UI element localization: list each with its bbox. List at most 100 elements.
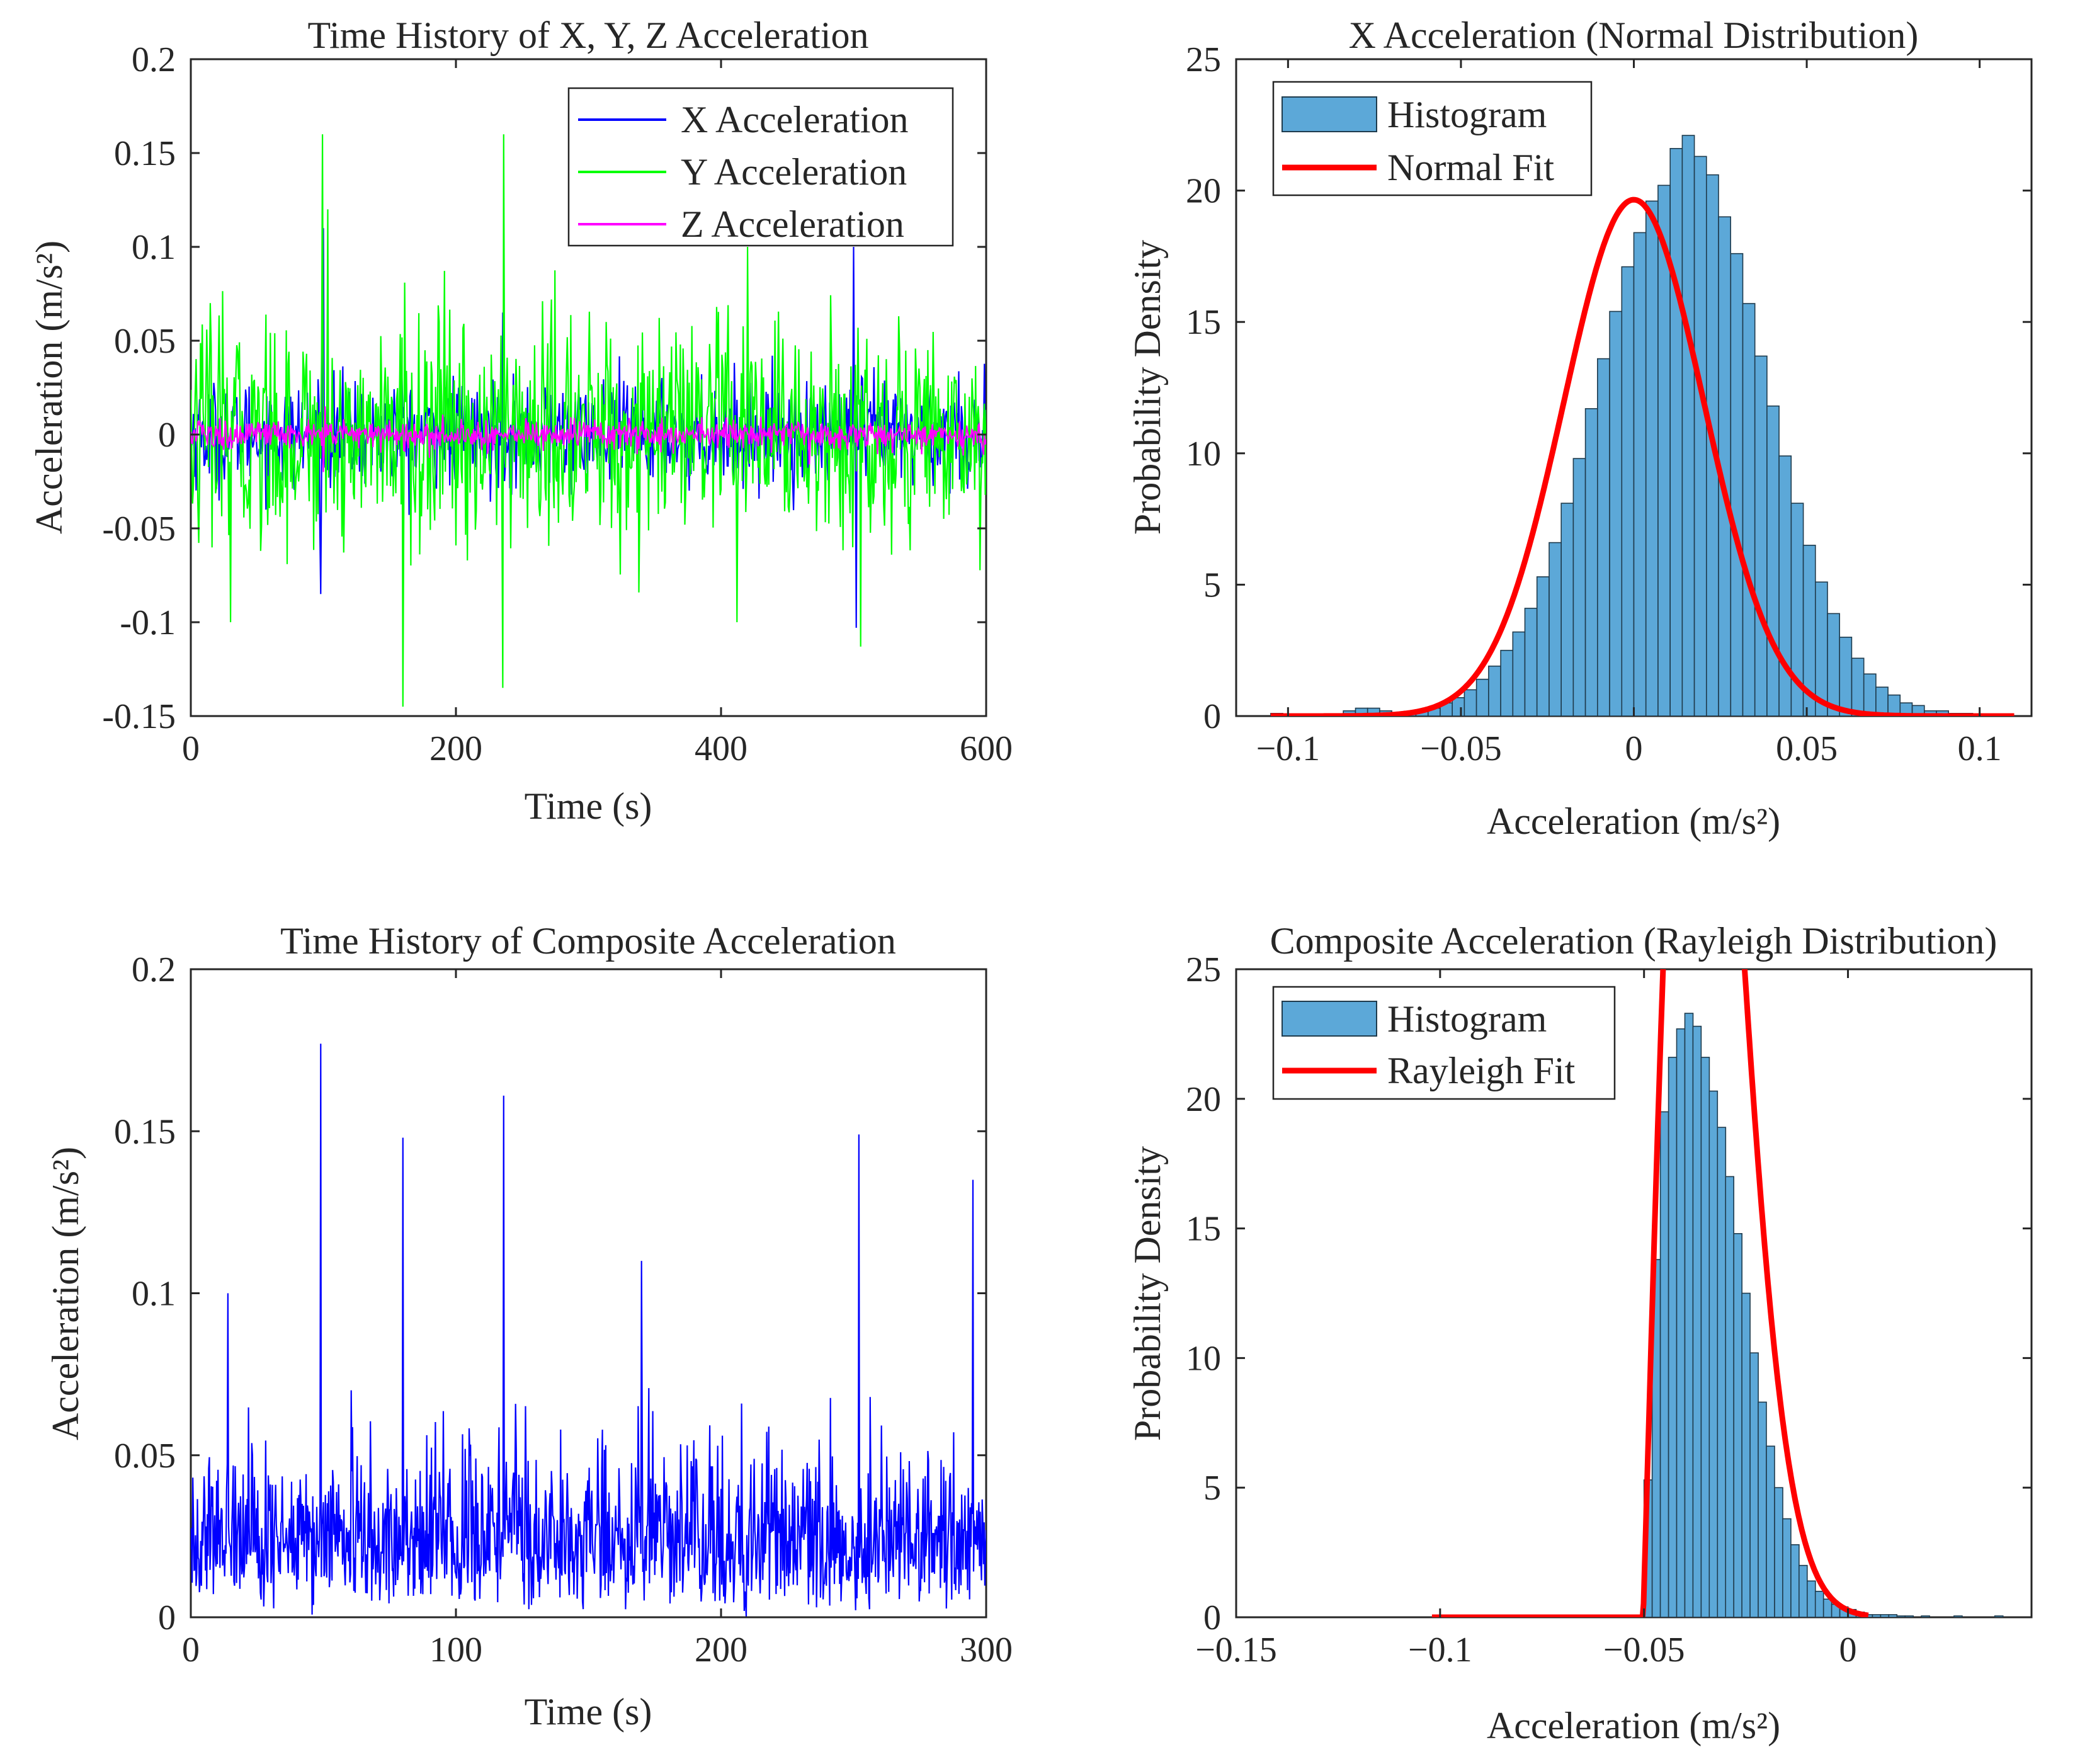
y-tick-label: -0.1	[120, 603, 176, 642]
x-axis-label: Time (s)	[525, 785, 652, 827]
histogram-bar	[1888, 1614, 1898, 1617]
legend-label-histogram: Histogram	[1387, 94, 1547, 135]
histogram-bar	[1524, 608, 1538, 716]
histogram-bar	[1742, 303, 1756, 716]
histogram-bar	[1921, 1615, 1930, 1617]
x-tick-label: 0.05	[1776, 729, 1838, 768]
series-line	[191, 1044, 986, 1617]
histogram-bar	[1896, 1615, 1906, 1617]
y-tick-label: 0.1	[132, 228, 176, 267]
histogram-bar	[1693, 156, 1707, 716]
histogram-bar	[1766, 405, 1780, 716]
histogram-bar	[1633, 232, 1647, 716]
histogram-bar	[1733, 1233, 1742, 1617]
y-tick-label: 5	[1203, 1469, 1221, 1508]
histogram-bar	[1708, 1090, 1719, 1617]
histogram-bar	[1904, 1615, 1914, 1617]
y-tick-label: 0.2	[132, 40, 176, 79]
panel-xyz-time-history: 0 200 400 600-0.15-0.1-0.0500.050.10.150.2 …	[28, 14, 1013, 827]
histogram-bar	[1814, 1591, 1824, 1617]
chart-title: Time History of X, Y, Z Acceleration	[307, 14, 868, 56]
chart-title: Time History of Composite Acceleration	[280, 920, 896, 962]
x-tick-label: 600	[960, 729, 1013, 768]
y-tick-label: -0.15	[102, 697, 176, 736]
histogram-bar	[1645, 200, 1659, 716]
histogram-bar	[1463, 689, 1477, 716]
histogram-bar	[1692, 1025, 1702, 1617]
x-tick-label: 400	[695, 729, 747, 768]
histogram-bar	[1572, 458, 1586, 716]
histogram-bar	[1549, 542, 1562, 716]
legend-swatch-histogram	[1282, 96, 1377, 132]
tick-group: 0 100 200 300 0 0.05 0.1 0.15 0.2	[114, 950, 1013, 1670]
histogram-bar	[1827, 613, 1841, 716]
chart-title: Composite Acceleration (Rayleigh Distrib…	[1270, 920, 1998, 962]
histogram-bar	[1863, 673, 1877, 716]
x-tick-label: 200	[429, 729, 482, 768]
y-tick-label: 0	[158, 1598, 176, 1637]
y-tick-label: 10	[1186, 435, 1221, 474]
histogram-bar	[1536, 576, 1550, 716]
panel-x-normal-histogram: −0.1 −0.05 0 0.05 0.1 0 5 10 15 20 25 X Accelerati…	[1127, 14, 2045, 842]
legend: Histogram Rayleigh Fit	[1272, 986, 1616, 1100]
tick-group: 0 200 400 600 -0.15 -0.1 -0.05 0 0.05 0.1 0.15 0.2	[102, 40, 1013, 768]
series-line	[191, 406, 986, 472]
histogram-bar	[1475, 678, 1489, 716]
y-tick-label: 0	[1203, 697, 1221, 736]
histogram-bar	[1880, 1614, 1890, 1617]
histogram-bar	[1597, 358, 1610, 716]
legend: X Acceleration Y Acceleration Z Accelera…	[567, 87, 954, 247]
histogram-bar	[1822, 1598, 1833, 1617]
histogram-bar	[1717, 1127, 1727, 1617]
fit-curve	[1430, 969, 1870, 1617]
legend-label-fit: Rayleigh Fit	[1387, 1050, 1576, 1091]
y-tick-label: -0.05	[102, 509, 176, 549]
y-tick-label: 25	[1186, 950, 1221, 989]
x-tick-label: −0.05	[1603, 1630, 1685, 1670]
x-tick-label: 0.1	[1958, 729, 2002, 768]
histogram-bar	[1725, 1176, 1734, 1617]
y-tick-label: 15	[1186, 1210, 1221, 1249]
tick-group: −0.15 −0.1 −0.05 0 0 5 10 15 20 25	[1186, 950, 2032, 1670]
histogram-bar	[1994, 1615, 2004, 1617]
y-tick-label: 0	[1203, 1598, 1221, 1637]
y-tick-label: 20	[1186, 172, 1221, 211]
panel-composite-time-history: 0 100 200 300 0 0.05 0.1 0.15 0.2 Time History o…	[45, 920, 1013, 1733]
y-tick-label: 0.1	[132, 1275, 176, 1314]
histogram-bar	[1669, 148, 1683, 716]
histogram-bar	[1512, 631, 1526, 716]
histogram-bar	[1560, 503, 1574, 716]
y-tick-label: 0.15	[114, 1112, 176, 1151]
histogram-bar	[1807, 1580, 1816, 1617]
histogram-bar	[1953, 1615, 1963, 1617]
histogram-bar	[1700, 1057, 1710, 1617]
y-axis-label: Probability Density	[1127, 240, 1168, 535]
histogram-bar	[1839, 636, 1853, 716]
histogram-bar	[1681, 135, 1695, 716]
histogram-bar	[1584, 408, 1598, 716]
histogram-bar	[1758, 1401, 1767, 1617]
legend-label-fit: Normal Fit	[1387, 147, 1554, 188]
y-tick-label: 0	[158, 416, 176, 455]
series-group	[191, 134, 986, 707]
histogram-bar	[1659, 1111, 1669, 1617]
panel-composite-rayleigh-histogram: −0.15 −0.1 −0.05 0 0 5 10 15 20 25 Composite Acce…	[1127, 920, 2033, 1746]
x-tick-label: 0	[1625, 729, 1643, 768]
histogram-bar	[1452, 697, 1465, 716]
x-tick-label: 0	[182, 729, 200, 768]
x-tick-label: 0	[1839, 1630, 1857, 1670]
bar-group	[1430, 969, 2004, 1617]
histogram-bar	[1684, 1013, 1694, 1617]
y-tick-label: 0.05	[114, 322, 176, 361]
histogram-bar	[1782, 1518, 1792, 1617]
y-tick-label: 25	[1186, 40, 1221, 79]
x-tick-label: 100	[429, 1630, 482, 1670]
legend-label-z: Z Acceleration	[681, 203, 904, 245]
histogram-bar	[1676, 1028, 1686, 1617]
y-axis-label: Acceleration (m/s²)	[28, 241, 70, 534]
x-tick-label: 300	[960, 1630, 1013, 1670]
y-axis-label: Probability Density	[1127, 1146, 1168, 1441]
histogram-bar	[1609, 310, 1623, 716]
y-tick-label: 15	[1186, 303, 1221, 342]
histogram-bar	[2033, 714, 2045, 716]
